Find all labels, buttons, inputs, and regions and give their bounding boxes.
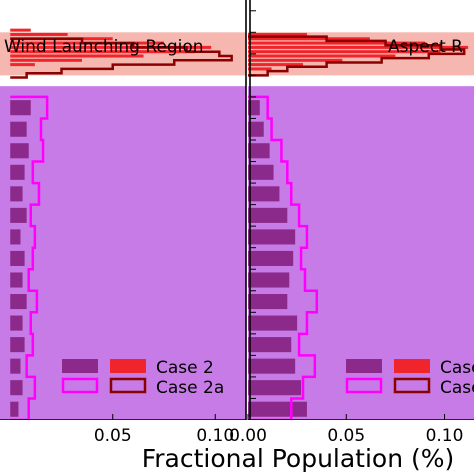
bar-case-1 — [10, 401, 19, 417]
legend-label-case-2a: Case 2a — [156, 378, 224, 398]
x-tick-label: 0.05 — [94, 426, 132, 446]
bar-case-1 — [10, 358, 21, 374]
left-panel-title: Wind Launching Region — [4, 37, 204, 57]
bar-case-1 — [10, 229, 21, 245]
step-case-1a — [10, 95, 49, 420]
bar-case-1 — [10, 164, 25, 180]
bar-case-2 — [248, 63, 304, 67]
bar-case-1 — [10, 294, 27, 310]
bar-case-1 — [248, 294, 288, 310]
bar-case-2 — [248, 54, 396, 58]
bar-case-1 — [248, 272, 290, 288]
step-case-2a — [10, 37, 233, 79]
bar-case-1 — [248, 186, 280, 202]
legend-swatch-case-2a — [393, 377, 431, 394]
legend-swatch-case-2a — [109, 377, 147, 394]
bar-case-1 — [248, 164, 274, 180]
bar-case-2 — [248, 50, 441, 54]
bar-case-2 — [248, 45, 469, 49]
bar-case-1 — [10, 272, 23, 288]
legend-swatch-case-1 — [346, 359, 382, 373]
bar-case-2 — [10, 45, 212, 49]
step-case-1a — [248, 95, 319, 420]
x-tick-label: 0.05 — [327, 426, 365, 446]
legend-swatch-case-1 — [62, 359, 98, 373]
bar-case-1 — [10, 121, 27, 137]
bar-case-1 — [248, 337, 292, 353]
bar-case-2 — [248, 58, 343, 62]
bar-case-1 — [248, 100, 260, 116]
legend-label-case-2: Case 2 — [440, 358, 474, 378]
bar-case-2 — [10, 32, 68, 36]
x-tick-label: 0.10 — [196, 426, 234, 446]
bar-case-1 — [248, 380, 302, 396]
legend-swatch-case-1a — [61, 377, 99, 394]
bar-case-1 — [248, 250, 294, 266]
bar-case-1 — [248, 315, 298, 331]
right-panel-title: Aspect R — [388, 37, 463, 57]
bar-case-1 — [10, 380, 23, 396]
bar-case-2 — [248, 37, 370, 41]
bar-case-1 — [10, 100, 31, 116]
bar-case-2 — [10, 63, 35, 67]
legend-swatch-case-2 — [394, 359, 430, 373]
bar-case-1 — [248, 401, 307, 417]
bar-case-1 — [10, 143, 29, 159]
bar-case-1 — [248, 143, 270, 159]
step-case-2a — [248, 35, 466, 77]
bar-case-2 — [10, 50, 195, 54]
bar-case-1 — [10, 250, 25, 266]
bar-case-2 — [10, 28, 31, 32]
x-tick-label: 0.10 — [426, 426, 464, 446]
bar-case-1 — [10, 337, 25, 353]
bar-case-1 — [10, 207, 27, 223]
bar-case-1 — [248, 121, 264, 137]
legend-swatch-case-1a — [345, 377, 383, 394]
bar-case-1 — [10, 186, 23, 202]
bar-case-2 — [248, 41, 425, 45]
legend-swatch-case-2 — [110, 359, 146, 373]
bar-case-1 — [248, 358, 296, 374]
bar-case-1 — [248, 207, 288, 223]
x-tick-labels: 0.05 0.100.00 0.05 0.10 — [94, 414, 464, 446]
legend-label-case-2: Case 2 — [156, 358, 214, 378]
right-panel — [248, 0, 474, 420]
left-panel — [0, 28, 246, 420]
bar-case-1 — [248, 229, 296, 245]
bar-case-2 — [248, 32, 307, 36]
legend-label-case-2a: Case 2a — [440, 378, 474, 398]
bar-case-2 — [10, 54, 144, 58]
bar-case-2 — [248, 67, 272, 71]
x-axis-label: Fractional Population (%) — [142, 444, 455, 473]
bar-case-2 — [10, 58, 82, 62]
bar-case-1 — [10, 315, 23, 331]
x-tick-label: 0.00 — [229, 426, 267, 446]
